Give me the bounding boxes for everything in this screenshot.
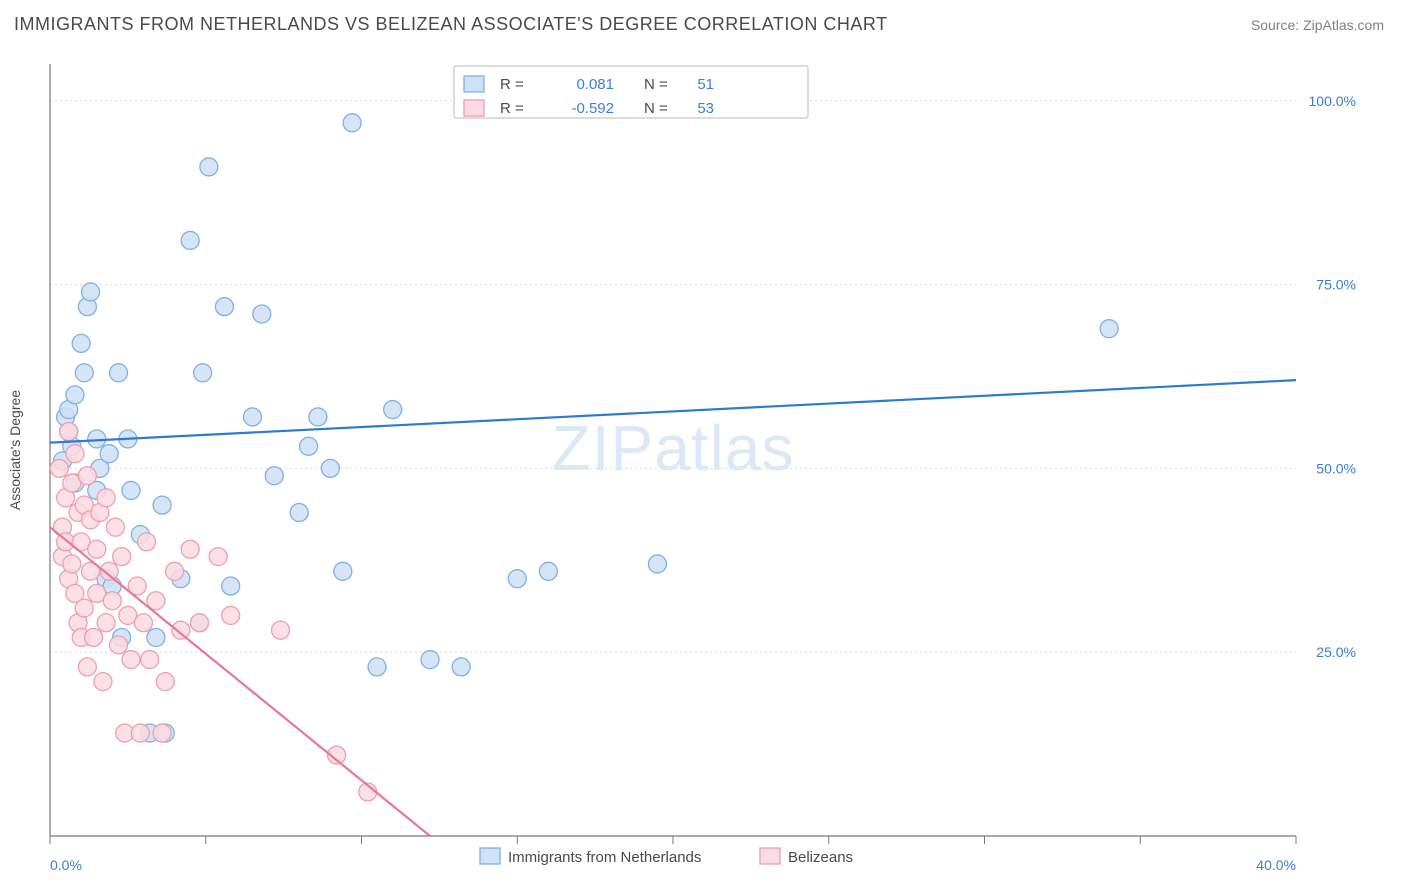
data-point — [97, 489, 115, 507]
data-point — [539, 562, 557, 580]
data-point — [78, 658, 96, 676]
data-point — [122, 651, 140, 669]
data-point — [78, 467, 96, 485]
data-point — [181, 540, 199, 558]
data-point — [72, 334, 90, 352]
watermark: ZIPatlas — [552, 412, 795, 484]
data-point — [97, 614, 115, 632]
data-point — [81, 283, 99, 301]
legend-swatch — [464, 100, 484, 116]
source-attribution: Source: ZipAtlas.com — [1251, 17, 1384, 33]
data-point — [75, 599, 93, 617]
data-point — [66, 445, 84, 463]
data-point — [508, 570, 526, 588]
y-axis-title: Associate's Degree — [7, 390, 23, 510]
y-axis-label: 25.0% — [1316, 644, 1356, 660]
data-point — [343, 114, 361, 132]
data-point — [272, 621, 290, 639]
legend-r-value: 0.081 — [576, 76, 614, 93]
series-belizeans — [50, 423, 376, 801]
data-point — [253, 305, 271, 323]
data-point — [85, 628, 103, 646]
data-point — [321, 459, 339, 477]
data-point — [60, 423, 78, 441]
data-point — [100, 445, 118, 463]
data-point — [94, 673, 112, 691]
data-point — [110, 364, 128, 382]
data-point — [131, 724, 149, 742]
data-point — [222, 606, 240, 624]
data-point — [166, 562, 184, 580]
data-point — [300, 437, 318, 455]
legend-n-label: N = — [644, 100, 668, 117]
header: IMMIGRANTS FROM NETHERLANDS VS BELIZEAN … — [0, 0, 1406, 45]
data-point — [134, 614, 152, 632]
data-point — [141, 651, 159, 669]
chart-area: ZIPatlas 0.0% 40.0% 25.0% 50.0% 75.0% 100.0% As… — [0, 46, 1406, 892]
data-point — [181, 231, 199, 249]
data-point — [172, 621, 190, 639]
data-point — [156, 673, 174, 691]
data-point — [309, 408, 327, 426]
data-point — [368, 658, 386, 676]
scatter-chart: ZIPatlas 0.0% 40.0% 25.0% 50.0% 75.0% 100.0% As… — [0, 46, 1406, 892]
legend-r-label: R = — [500, 76, 524, 93]
data-point — [153, 724, 171, 742]
legend-n-value: 51 — [697, 76, 714, 93]
data-point — [75, 364, 93, 382]
data-point — [191, 614, 209, 632]
bottom-legend-swatch — [480, 848, 500, 864]
data-point — [648, 555, 666, 573]
y-axis-label: 100.0% — [1309, 93, 1356, 109]
data-point — [63, 555, 81, 573]
data-point — [334, 562, 352, 580]
data-point — [110, 636, 128, 654]
data-point — [215, 298, 233, 316]
data-point — [50, 459, 68, 477]
data-point — [222, 577, 240, 595]
data-point — [147, 628, 165, 646]
bottom-legend-swatch — [760, 848, 780, 864]
data-point — [88, 540, 106, 558]
data-point — [153, 496, 171, 514]
data-point — [384, 401, 402, 419]
legend-n-label: N = — [644, 76, 668, 93]
data-point — [290, 503, 308, 521]
chart-title: IMMIGRANTS FROM NETHERLANDS VS BELIZEAN … — [14, 14, 888, 35]
data-point — [200, 158, 218, 176]
data-point — [1100, 320, 1118, 338]
data-point — [194, 364, 212, 382]
bottom-legend-label: Belizeans — [788, 849, 853, 866]
data-point — [265, 467, 283, 485]
data-point — [243, 408, 261, 426]
y-axis-label: 75.0% — [1316, 277, 1356, 293]
data-point — [452, 658, 470, 676]
data-point — [138, 533, 156, 551]
y-axis-label: 50.0% — [1316, 460, 1356, 476]
data-point — [122, 481, 140, 499]
x-axis-label: 0.0% — [50, 857, 82, 873]
data-point — [421, 651, 439, 669]
legend-swatch — [464, 76, 484, 92]
legend-n-value: 53 — [697, 100, 714, 117]
legend-r-label: R = — [500, 100, 524, 117]
data-point — [103, 592, 121, 610]
data-point — [113, 548, 131, 566]
data-point — [66, 386, 84, 404]
x-axis-label: 40.0% — [1256, 857, 1296, 873]
data-point — [209, 548, 227, 566]
bottom-legend-label: Immigrants from Netherlands — [508, 849, 701, 866]
data-point — [106, 518, 124, 536]
legend-r-value: -0.592 — [571, 100, 614, 117]
